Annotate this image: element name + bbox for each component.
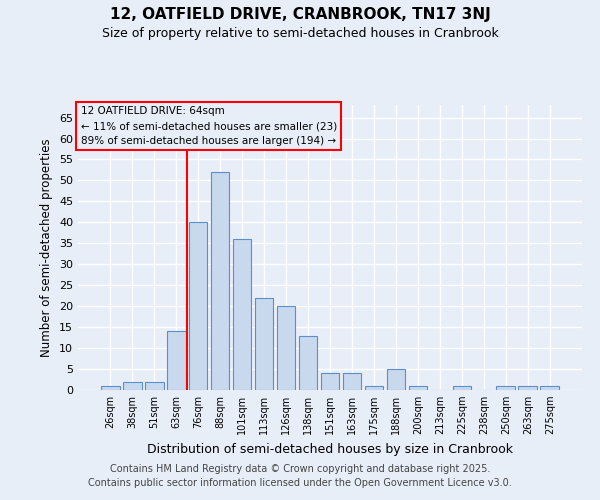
Text: Contains HM Land Registry data © Crown copyright and database right 2025.
Contai: Contains HM Land Registry data © Crown c… [88, 464, 512, 487]
Bar [541, 386, 559, 390]
Bar [496, 386, 515, 390]
Bar [145, 382, 164, 390]
Text: Size of property relative to semi-detached houses in Cranbrook: Size of property relative to semi-detach… [101, 28, 499, 40]
Bar [211, 172, 229, 390]
Bar [452, 386, 471, 390]
X-axis label: Distribution of semi-detached houses by size in Cranbrook: Distribution of semi-detached houses by … [147, 442, 513, 456]
Bar [299, 336, 317, 390]
Bar [518, 386, 537, 390]
Bar [365, 386, 383, 390]
Bar [101, 386, 119, 390]
Y-axis label: Number of semi-detached properties: Number of semi-detached properties [40, 138, 53, 357]
Bar [386, 369, 405, 390]
Bar [277, 306, 295, 390]
Text: 12, OATFIELD DRIVE, CRANBROOK, TN17 3NJ: 12, OATFIELD DRIVE, CRANBROOK, TN17 3NJ [110, 8, 490, 22]
Bar [409, 386, 427, 390]
Text: 12 OATFIELD DRIVE: 64sqm
← 11% of semi-detached houses are smaller (23)
89% of s: 12 OATFIELD DRIVE: 64sqm ← 11% of semi-d… [80, 106, 337, 146]
Bar [167, 332, 185, 390]
Bar [343, 373, 361, 390]
Bar [189, 222, 208, 390]
Bar [255, 298, 274, 390]
Bar [320, 373, 340, 390]
Bar [123, 382, 142, 390]
Bar [233, 239, 251, 390]
